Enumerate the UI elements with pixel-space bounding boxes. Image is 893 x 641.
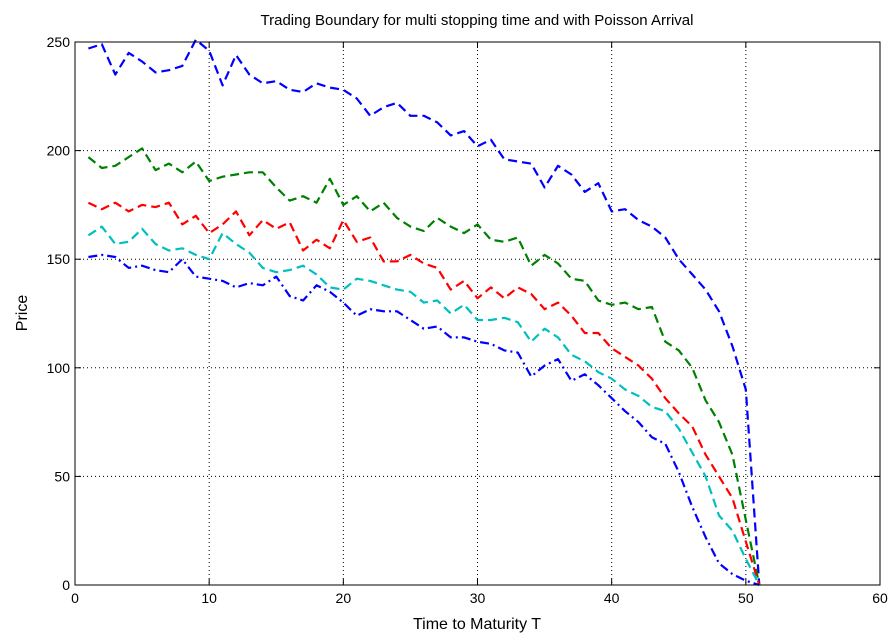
series-line-2 (87, 147, 761, 586)
x-tick-label: 50 (738, 590, 754, 606)
x-tick-label: 10 (201, 590, 217, 606)
x-tick-label: 20 (336, 590, 352, 606)
series-line-1 (88, 38, 761, 586)
y-tick-label: 100 (47, 360, 71, 376)
series-line-5 (88, 253, 760, 587)
y-tick-label: 200 (47, 143, 71, 159)
x-tick-label: 30 (470, 590, 486, 606)
y-tick-label: 0 (62, 577, 70, 593)
y-tick-label: 150 (47, 251, 71, 267)
series-line-3 (87, 201, 761, 586)
plot-area-frame (74, 41, 881, 586)
x-axis-label: Time to Maturity T (413, 616, 541, 633)
grid-lines (75, 42, 880, 585)
y-tick-label: 50 (54, 468, 70, 484)
y-axis-label: Price (14, 295, 31, 332)
chart-title: Trading Boundary for multi stopping time… (261, 12, 694, 29)
series-line-4 (87, 225, 761, 586)
series-lines (87, 38, 761, 587)
y-tick-label: 250 (47, 34, 71, 50)
axis-ticks: 0 10 20 30 40 50 60 0 50 100 150 200 250 (47, 34, 888, 606)
x-tick-label: 60 (872, 590, 888, 606)
x-tick-label: 0 (71, 590, 79, 606)
x-tick-label: 40 (604, 590, 620, 606)
